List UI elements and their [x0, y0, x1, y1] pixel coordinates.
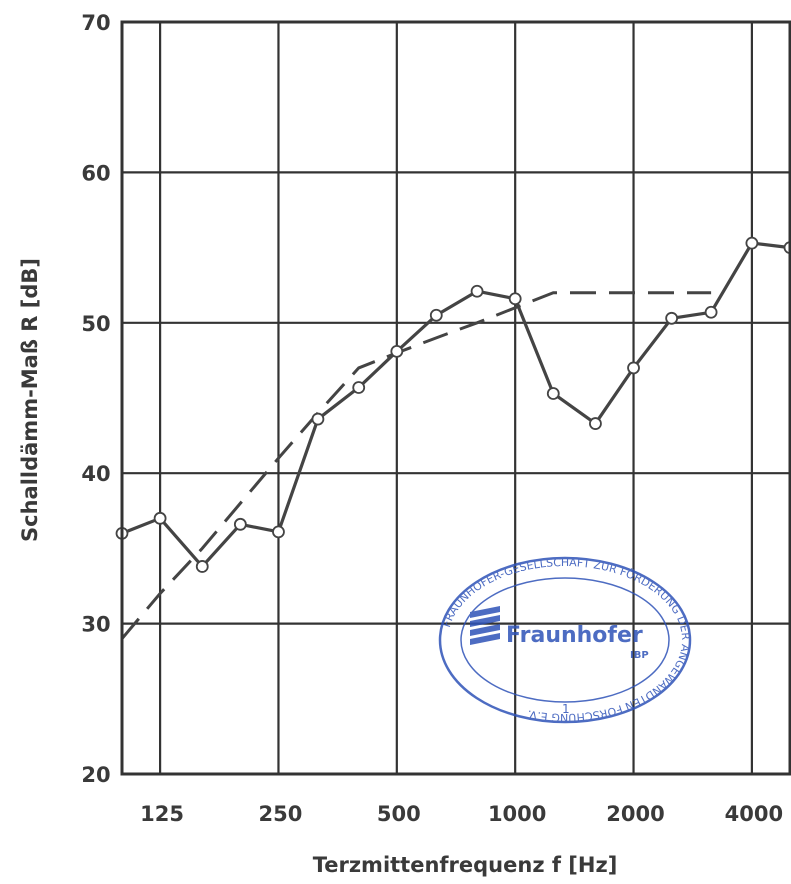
x-tick-label: 250 [259, 802, 303, 826]
x-tick-label: 125 [140, 802, 184, 826]
data-point [665, 311, 679, 325]
data-point [470, 284, 484, 298]
fraunhofer-logo-icon [470, 606, 500, 645]
data-point [272, 525, 285, 539]
data-point [508, 292, 522, 306]
y-tick-label: 60 [81, 161, 110, 185]
x-tick-label: 1000 [488, 802, 546, 826]
x-tick-label: 2000 [606, 802, 664, 826]
stamp-number: 1 [562, 702, 570, 716]
data-point [352, 381, 366, 394]
x-tick-label: 4000 [725, 802, 783, 826]
data-point [311, 412, 325, 426]
fraunhofer-stamp: FRAUNHOFER-GESELLSCHAFT ZUR FÖRDERUNG DE… [438, 556, 692, 724]
series-reference-dashed [120, 291, 712, 640]
y-tick-label: 40 [81, 462, 110, 486]
plot-frame [120, 20, 791, 776]
data-point [429, 308, 443, 322]
series-measured-line [121, 241, 791, 569]
x-tick-label: 500 [377, 802, 421, 826]
data-point [390, 344, 404, 358]
x-axis-ticks: 125 250 500 1000 2000 4000 [140, 802, 783, 826]
data-point [704, 305, 718, 319]
grid [122, 20, 790, 776]
data-point [195, 560, 209, 573]
y-tick-label: 70 [81, 11, 110, 35]
stamp-name: Fraunhofer [506, 623, 643, 648]
y-axis-label: Schalldämm-Maß R [dB] [18, 258, 42, 542]
y-tick-label: 50 [81, 312, 110, 336]
data-point [745, 236, 759, 250]
x-axis-label: Terzmittenfrequenz f [Hz] [313, 853, 618, 877]
data-point [233, 517, 247, 531]
data-point [627, 361, 640, 375]
series-layer [115, 236, 791, 640]
stamp-institute: IBP [630, 650, 649, 661]
y-axis-ticks: 20 30 40 50 60 70 [81, 11, 110, 787]
y-tick-label: 30 [81, 613, 110, 637]
data-point [153, 511, 167, 525]
y-tick-label: 20 [81, 763, 110, 787]
data-point [589, 417, 602, 430]
data-point [546, 387, 560, 400]
